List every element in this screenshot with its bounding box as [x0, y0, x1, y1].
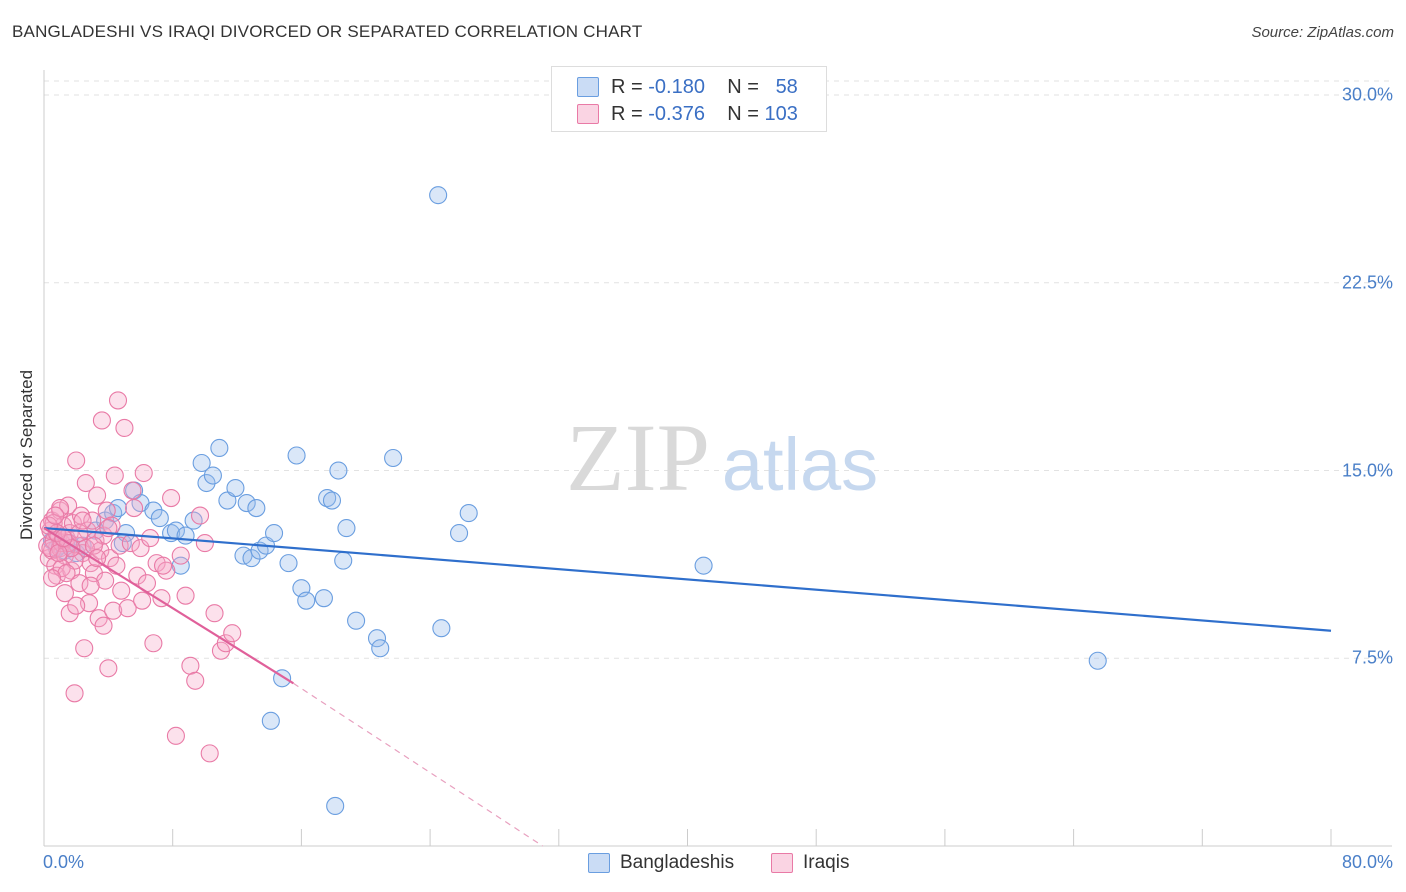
legend-swatch-blue — [577, 77, 599, 97]
legend-r-label: R = — [611, 103, 643, 125]
legend-label-bangladeshis: Bangladeshis — [620, 852, 734, 874]
trend-line-bangladeshis — [44, 528, 1331, 631]
point-bangladeshis — [227, 480, 244, 497]
point-iraqis — [192, 507, 209, 524]
point-iraqis — [93, 412, 110, 429]
point-iraqis — [44, 570, 61, 587]
point-iraqis — [134, 592, 151, 609]
point-iraqis — [98, 502, 115, 519]
point-iraqis — [224, 625, 241, 642]
point-iraqis — [124, 482, 141, 499]
point-iraqis — [177, 587, 194, 604]
y-tick-label: 15.0% — [1342, 460, 1393, 481]
point-iraqis — [66, 685, 83, 702]
point-iraqis — [76, 640, 93, 657]
point-iraqis — [135, 465, 152, 482]
point-iraqis — [116, 419, 133, 436]
point-iraqis — [167, 727, 184, 744]
legend-n-value: 103 — [764, 103, 797, 125]
watermark-atlas: atlas — [722, 423, 878, 506]
point-bangladeshis — [338, 520, 355, 537]
y-tick-label: 30.0% — [1342, 85, 1393, 106]
legend-text-iraqis: R = -0.376 N = 103 — [611, 103, 798, 126]
point-bangladeshis — [335, 552, 352, 569]
legend-r-value: -0.376 — [648, 103, 705, 125]
point-bangladeshis — [177, 527, 194, 544]
gridlines — [44, 81, 1392, 658]
axes — [44, 70, 1392, 846]
y-tick-label: 7.5% — [1352, 648, 1393, 669]
point-bangladeshis — [204, 467, 221, 484]
point-bangladeshis — [433, 620, 450, 637]
point-iraqis — [100, 660, 117, 677]
point-iraqis — [106, 467, 123, 484]
x-tick-label-min: 0.0% — [43, 852, 84, 873]
trend-lines — [44, 528, 1331, 846]
point-bangladeshis — [248, 500, 265, 517]
legend-label-iraqis: Iraqis — [803, 852, 849, 874]
point-iraqis — [145, 635, 162, 652]
watermark: ZIP atlas — [566, 404, 878, 511]
point-iraqis — [110, 392, 127, 409]
point-iraqis — [201, 745, 218, 762]
legend-r-value: -0.180 — [648, 76, 705, 98]
point-iraqis — [172, 547, 189, 564]
legend-n-label: N = — [727, 76, 759, 98]
point-iraqis — [68, 452, 85, 469]
point-iraqis — [95, 617, 112, 634]
point-bangladeshis — [327, 797, 344, 814]
point-iraqis — [113, 582, 130, 599]
point-iraqis — [50, 545, 67, 562]
scatter-plot: ZIP atlas — [0, 0, 1406, 892]
legend-text-bangladeshis: R = -0.180 N = 58 — [611, 76, 798, 99]
point-iraqis — [126, 500, 143, 517]
point-iraqis — [89, 487, 106, 504]
point-iraqis — [182, 657, 199, 674]
point-iraqis — [163, 490, 180, 507]
point-iraqis — [68, 597, 85, 614]
point-bangladeshis — [460, 505, 477, 522]
point-iraqis — [155, 557, 172, 574]
watermark-zip: ZIP — [566, 404, 710, 511]
legend-n-value: 58 — [776, 76, 798, 98]
point-bangladeshis — [330, 462, 347, 479]
legend-n-label: N = — [727, 103, 759, 125]
point-bangladeshis — [211, 439, 228, 456]
point-bangladeshis — [151, 510, 168, 527]
point-bangladeshis — [315, 590, 332, 607]
point-bangladeshis — [385, 450, 402, 467]
point-iraqis — [108, 557, 125, 574]
legend-swatch-pink — [771, 853, 793, 873]
point-iraqis — [74, 512, 91, 529]
point-iraqis — [47, 507, 64, 524]
x-tick-label-max: 80.0% — [1342, 852, 1393, 873]
point-bangladeshis — [298, 592, 315, 609]
point-bangladeshis — [372, 640, 389, 657]
correlation-legend: R = -0.180 N = 58 R = -0.376 N = 103 — [551, 66, 827, 132]
legend-swatch-pink — [577, 104, 599, 124]
point-bangladeshis — [695, 557, 712, 574]
legend-r-label: R = — [611, 76, 643, 98]
point-bangladeshis — [451, 525, 468, 542]
point-iraqis — [187, 672, 204, 689]
legend-swatch-blue — [588, 853, 610, 873]
point-iraqis — [82, 577, 99, 594]
point-bangladeshis — [1089, 652, 1106, 669]
point-bangladeshis — [430, 187, 447, 204]
point-bangladeshis — [323, 492, 340, 509]
point-bangladeshis — [266, 525, 283, 542]
point-bangladeshis — [288, 447, 305, 464]
point-iraqis — [206, 605, 223, 622]
point-bangladeshis — [348, 612, 365, 629]
point-bangladeshis — [280, 555, 297, 572]
y-tick-label: 22.5% — [1342, 272, 1393, 293]
trend-line-iraqis-extension — [293, 683, 542, 846]
point-bangladeshis — [262, 712, 279, 729]
point-iraqis — [196, 535, 213, 552]
